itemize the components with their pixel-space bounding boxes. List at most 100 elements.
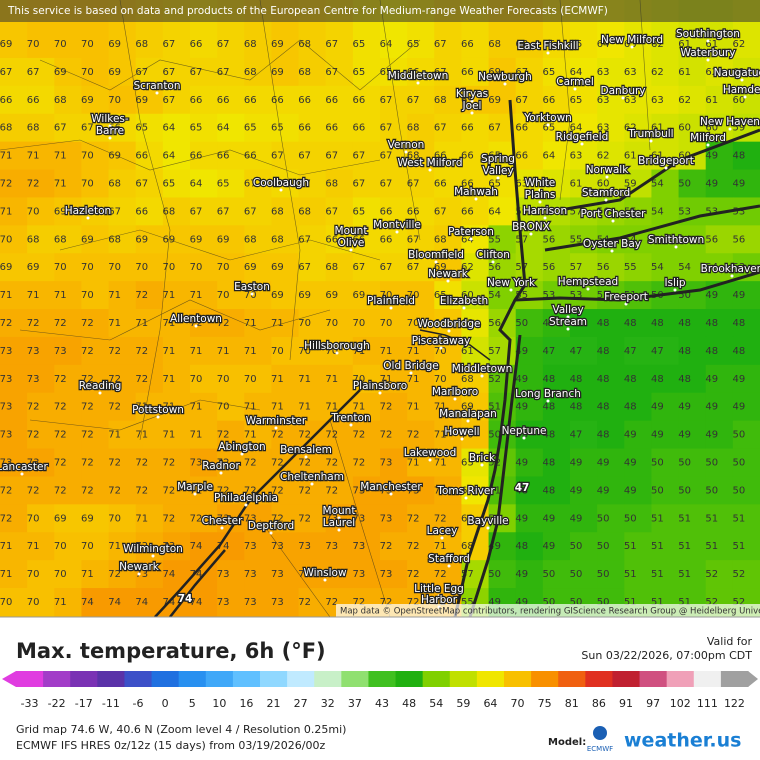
grid-cell (705, 336, 734, 366)
city-label: Marlboro (432, 386, 478, 398)
grid-cell (624, 141, 652, 171)
grid-cell (570, 309, 598, 338)
grid-cell (407, 364, 435, 394)
grid-cell (352, 253, 381, 282)
grid-value: 67 (325, 151, 338, 162)
grid-value: 58 (542, 206, 555, 217)
grid-cell (732, 169, 760, 198)
grid-cell (488, 197, 517, 226)
grid-cell (135, 420, 164, 450)
grid-value: 74 (217, 541, 230, 552)
city-label: Philadelphia (214, 492, 278, 504)
grid-value: 56 (542, 262, 555, 273)
grid-cell (488, 504, 517, 533)
grid-value: 70 (217, 402, 230, 413)
grid-value: 71 (190, 430, 203, 441)
grid-value: 65 (434, 290, 447, 301)
grid-value: 48 (570, 402, 583, 413)
legend-swatch (531, 671, 559, 687)
grid-cell (542, 169, 571, 198)
grid-cell (162, 141, 191, 171)
grid-value: 56 (542, 234, 555, 245)
grid-value: 72 (81, 318, 94, 329)
grid-cell (162, 309, 191, 338)
grid-cell (298, 448, 327, 477)
grid-value: 72 (135, 541, 148, 552)
grid-cell (108, 392, 137, 422)
grid-value: 66 (108, 123, 121, 134)
city-label: Paterson (448, 226, 494, 238)
grid-value: 67 (434, 67, 447, 78)
grid-value: 67 (325, 39, 338, 50)
grid-value: 68 (461, 541, 474, 552)
city-label: Stream (549, 316, 587, 328)
grid-cell (597, 392, 625, 422)
grid-cell (298, 225, 327, 254)
grid-cell (108, 588, 137, 617)
grid-value: 72 (81, 430, 94, 441)
grid-value: 67 (0, 67, 12, 78)
grid-cell (271, 85, 300, 115)
grid-value: 53 (732, 206, 745, 217)
grid-cell (162, 504, 191, 533)
grid-cell (217, 141, 245, 171)
grid-cell (325, 57, 354, 87)
grid-cell (678, 504, 707, 533)
grid-cell (407, 57, 435, 87)
city-label: Ridgefield (556, 131, 609, 143)
grid-value: 70 (0, 234, 12, 245)
grid-value: 74 (135, 597, 148, 608)
grid-cell (380, 448, 408, 477)
grid-cell (298, 253, 327, 282)
grid-cell (0, 392, 28, 422)
city-dot (728, 127, 732, 131)
grid-value: 61 (732, 67, 745, 78)
grid-cell (732, 85, 760, 115)
grid-cell (651, 57, 680, 87)
grid-value: 56 (732, 234, 745, 245)
legend-swatch (368, 671, 397, 687)
grid-cell (162, 281, 191, 310)
grid-cell (54, 281, 82, 310)
grid-cell (434, 392, 462, 422)
grid-value: 71 (0, 569, 12, 580)
grid-value: 73 (217, 513, 230, 524)
grid-cell (705, 392, 734, 422)
grid-value: 49 (488, 597, 501, 608)
grid-value: 70 (190, 374, 203, 385)
grid-cell (190, 113, 218, 143)
grid-cell (217, 197, 245, 226)
city-label: Toms River (436, 485, 495, 497)
grid-cell (461, 476, 490, 505)
city-dot (409, 371, 413, 375)
grid-cell (705, 169, 734, 198)
grid-value: 73 (162, 541, 175, 552)
grid-cell (570, 448, 598, 477)
city-dot (446, 279, 450, 283)
grid-cell (542, 85, 571, 115)
legend-arrow-left (2, 671, 16, 687)
grid-value: 62 (651, 39, 664, 50)
grid-cell (515, 169, 544, 198)
grid-cell (434, 532, 462, 561)
legend-tick-label: 97 (646, 697, 660, 710)
color-legend: -33 -22 -17 -11 -6 0 5 10 16 21 27 32 37 43 48 54 59 64 70… (2, 671, 758, 710)
grid-cell (624, 504, 652, 533)
grid-value: 50 (597, 569, 610, 580)
grid-value: 55 (488, 234, 501, 245)
grid-value: 60 (597, 179, 610, 190)
grid-cell (705, 560, 734, 589)
grid-cell (488, 336, 517, 366)
grid-value: 72 (0, 318, 12, 329)
legend-tick-label: 122 (724, 697, 745, 710)
grid-cell (54, 560, 82, 589)
grid-cell (325, 253, 354, 282)
grid-cell (162, 57, 191, 87)
grid-cell (570, 392, 598, 422)
grid-cell (542, 420, 571, 450)
grid-value: 69 (135, 234, 148, 245)
grid-cell (651, 364, 680, 394)
grid-cell (434, 253, 462, 282)
grid-value: 66 (380, 206, 393, 217)
grid-value: 48 (597, 346, 610, 357)
